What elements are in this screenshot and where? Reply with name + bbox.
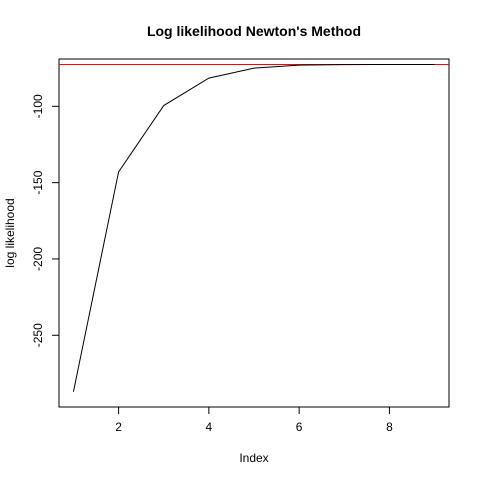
x-tick-label: 2 <box>115 420 122 434</box>
x-axis: 2 4 6 8 <box>115 407 393 434</box>
x-tick-label: 8 <box>386 420 393 434</box>
y-tick-label: -200 <box>31 247 45 271</box>
y-tick-label: -250 <box>31 323 45 347</box>
x-axis-label: Index <box>239 451 268 465</box>
y-axis-label: log likelihood <box>3 198 17 267</box>
x-tick-label: 6 <box>296 420 303 434</box>
x-tick-label: 4 <box>206 420 213 434</box>
y-tick-label: -150 <box>31 170 45 194</box>
y-tick-label: -100 <box>31 94 45 118</box>
y-axis: -250 -200 -150 -100 <box>31 94 59 347</box>
series-line <box>72 63 435 392</box>
chart-title: Log likelihood Newton's Method <box>147 23 361 39</box>
series-group <box>72 63 435 392</box>
plot-frame <box>58 58 450 408</box>
